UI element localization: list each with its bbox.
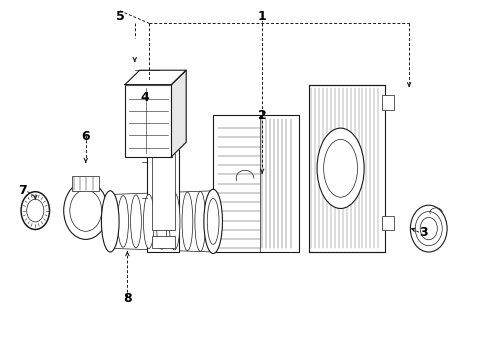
Ellipse shape	[182, 192, 193, 251]
Bar	[213, 115, 299, 252]
Ellipse shape	[144, 194, 154, 248]
Ellipse shape	[207, 198, 219, 244]
Bar	[72, 176, 99, 191]
Polygon shape	[125, 70, 186, 85]
Polygon shape	[172, 70, 186, 157]
Ellipse shape	[101, 191, 119, 252]
Ellipse shape	[208, 191, 219, 252]
Ellipse shape	[105, 196, 116, 247]
Text: 8: 8	[123, 292, 132, 305]
Ellipse shape	[420, 217, 437, 240]
Text: 1: 1	[258, 10, 267, 23]
Text: 7: 7	[18, 184, 26, 197]
Bar	[260, 115, 299, 252]
Text: 4: 4	[140, 91, 149, 104]
Text: 3: 3	[419, 226, 428, 239]
Ellipse shape	[411, 205, 447, 252]
Ellipse shape	[130, 195, 141, 248]
Ellipse shape	[204, 189, 222, 253]
Bar	[152, 236, 175, 248]
Bar	[125, 85, 172, 157]
FancyBboxPatch shape	[309, 85, 385, 252]
Ellipse shape	[118, 195, 128, 247]
Bar	[147, 104, 179, 252]
Ellipse shape	[317, 128, 364, 208]
Text: 6: 6	[81, 130, 90, 143]
Ellipse shape	[64, 182, 108, 239]
Text: 5: 5	[116, 10, 124, 23]
Ellipse shape	[156, 194, 167, 249]
Ellipse shape	[26, 199, 44, 222]
Bar	[152, 126, 175, 230]
Text: 2: 2	[258, 109, 267, 122]
Ellipse shape	[415, 211, 442, 246]
Ellipse shape	[195, 192, 206, 251]
Ellipse shape	[21, 192, 49, 230]
Bar	[382, 216, 394, 230]
Bar	[382, 95, 394, 110]
Ellipse shape	[70, 190, 101, 231]
Ellipse shape	[169, 193, 180, 250]
Ellipse shape	[324, 139, 358, 197]
